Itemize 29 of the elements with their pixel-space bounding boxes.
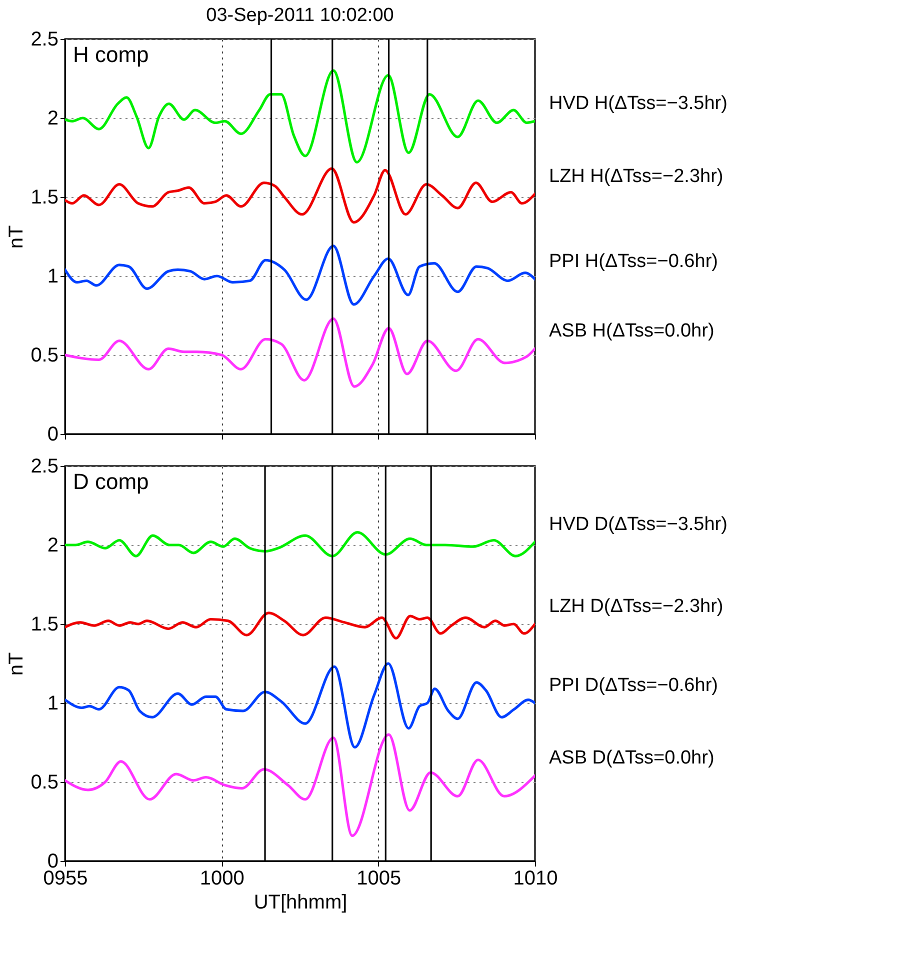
series-label: PPI H(ΔTss=−0.6hr) — [549, 251, 718, 272]
annotation: D comp — [73, 469, 149, 494]
annotation: H comp — [73, 42, 149, 67]
x-tick-label: 0955 — [43, 868, 88, 890]
y-tick-label: 0.5 — [30, 772, 58, 794]
y-tick-label: 2.5 — [30, 28, 58, 50]
series-label: ASB D(ΔTss=0.0hr) — [549, 748, 714, 769]
y-axis-title: nT — [6, 652, 28, 676]
y-tick-label: 1.5 — [30, 614, 58, 636]
series-label: LZH H(ΔTss=−2.3hr) — [549, 166, 724, 187]
y-tick-label: 1 — [47, 266, 58, 288]
x-tick-label: 1000 — [200, 868, 244, 890]
series-label: HVD H(ΔTss=−3.5hr) — [549, 93, 728, 114]
y-tick-label: 2 — [47, 108, 58, 130]
x-axis-title: UT[hhmm] — [254, 892, 348, 914]
y-tick-label: 1 — [47, 692, 58, 714]
chart-title: 03-Sep-2011 10:02:00 — [206, 5, 394, 26]
x-tick-label: 1005 — [356, 868, 402, 890]
y-tick-label: 2 — [47, 534, 58, 556]
series-label: PPI D(ΔTss=−0.6hr) — [549, 675, 718, 696]
x-tick-label: 1010 — [513, 868, 558, 890]
series-label: ASB H(ΔTss=0.0hr) — [549, 320, 714, 342]
y-tick-label: 1.5 — [30, 186, 58, 208]
y-tick-label: 0 — [47, 424, 58, 446]
y-tick-label: 2.5 — [30, 456, 58, 478]
y-axis-title: nT — [6, 225, 28, 249]
series-label: LZH D(ΔTss=−2.3hr) — [549, 596, 724, 617]
y-tick-label: 0.5 — [30, 344, 58, 366]
series-label: HVD D(ΔTss=−3.5hr) — [549, 514, 728, 535]
